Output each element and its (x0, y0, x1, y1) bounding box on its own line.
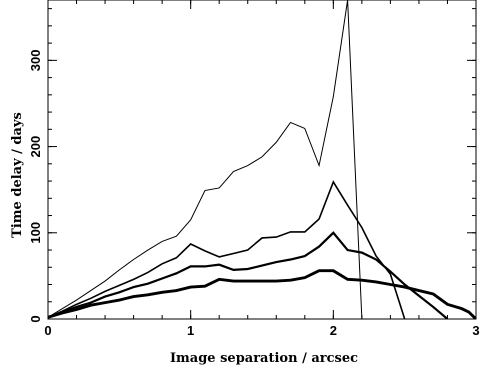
y-tick-label: 0 (28, 315, 43, 322)
y-tick-label: 100 (28, 222, 43, 244)
y-tick-label: 200 (28, 136, 43, 158)
y-axis-title: Time delay / days (10, 112, 25, 238)
series-layer (48, 0, 476, 319)
plot-frame (48, 0, 476, 319)
series-line-1 (48, 0, 362, 319)
series-line-3 (48, 233, 447, 319)
x-tick-label: 3 (472, 323, 479, 338)
y-tick-label: 300 (28, 50, 43, 72)
x-tick-label: 1 (187, 323, 194, 338)
x-tick-label: 0 (44, 323, 51, 338)
x-axis-title: Image separation / arcsec (170, 351, 358, 366)
x-tick-label: 2 (330, 323, 337, 338)
